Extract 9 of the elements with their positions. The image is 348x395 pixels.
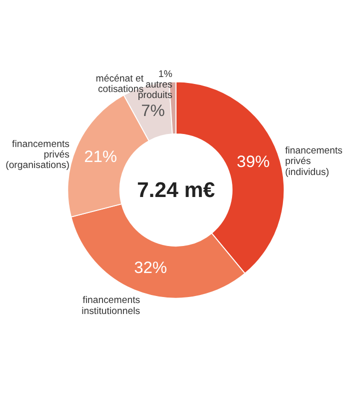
slice-label: financements institutionnels [82, 295, 140, 317]
slice-label: financements privés (organisations) [6, 138, 70, 172]
data-label: 1% [158, 68, 173, 80]
text: 7.24 m€ [136, 178, 216, 202]
data-label: 7% [141, 102, 166, 120]
data-label: 21% [84, 148, 118, 166]
slice-label: financements privés (individus) [285, 146, 343, 178]
data-label: 32% [134, 258, 168, 277]
data-label: 39% [236, 153, 270, 171]
